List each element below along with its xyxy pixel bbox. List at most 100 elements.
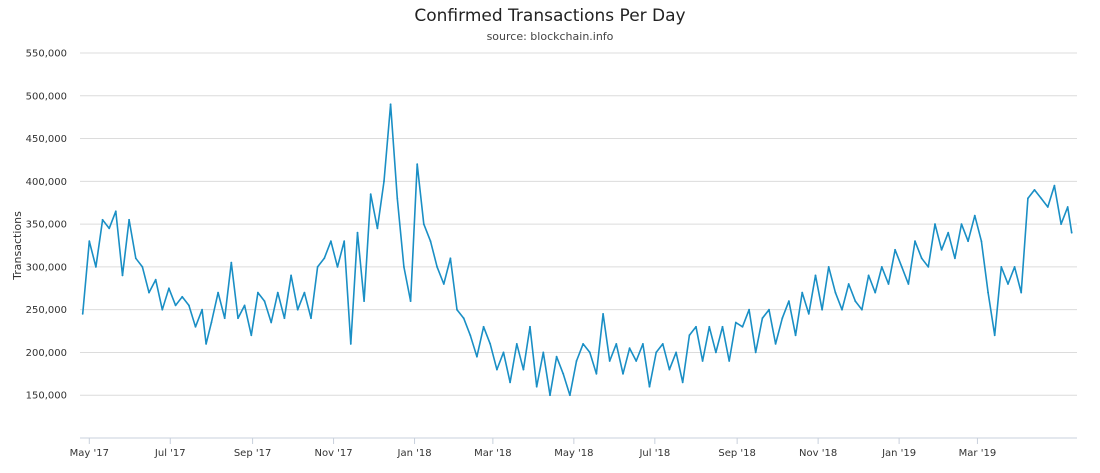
data-point xyxy=(987,291,989,294)
y-tick-label: 400,000 xyxy=(26,177,67,188)
data-point xyxy=(681,381,684,384)
y-tick-label: 150,000 xyxy=(26,391,67,402)
data-point xyxy=(721,325,724,328)
data-point xyxy=(383,180,385,183)
y-tick-label: 300,000 xyxy=(26,262,67,273)
data-point xyxy=(250,334,253,337)
data-point xyxy=(788,300,790,302)
data-point xyxy=(343,240,346,243)
data-point xyxy=(867,274,870,277)
y-tick-label: 450,000 xyxy=(26,134,67,145)
data-point xyxy=(655,351,658,354)
data-point xyxy=(81,313,84,315)
data-point xyxy=(188,304,190,307)
data-point xyxy=(134,257,137,260)
data-point xyxy=(243,304,246,307)
data-point xyxy=(642,343,644,345)
data-point xyxy=(174,304,177,307)
x-tick-label: Jan '18 xyxy=(397,448,432,459)
data-point xyxy=(469,334,472,337)
data-point xyxy=(861,308,863,311)
y-axis-ticks: 150,000 200,000 250,000 300,000 350,000 400,0… xyxy=(26,49,67,402)
data-point xyxy=(734,321,737,324)
data-point xyxy=(807,313,810,315)
data-point xyxy=(595,372,598,375)
data-point xyxy=(363,300,365,302)
data-point xyxy=(980,240,983,243)
data-point xyxy=(429,240,432,243)
data-point xyxy=(263,300,266,302)
data-point xyxy=(369,193,372,196)
data-point xyxy=(276,291,279,294)
data-point xyxy=(456,308,458,311)
data-point xyxy=(827,266,830,268)
x-tick-label: Jan '19 xyxy=(881,448,916,459)
data-point xyxy=(934,223,936,226)
data-point xyxy=(1066,206,1069,208)
data-point xyxy=(920,257,923,260)
data-point xyxy=(940,248,943,251)
data-point xyxy=(489,343,492,345)
series-line xyxy=(81,103,1073,396)
data-point xyxy=(270,321,273,324)
data-point xyxy=(1060,223,1062,226)
data-point xyxy=(967,240,969,243)
y-tick-label: 500,000 xyxy=(26,91,67,102)
data-point xyxy=(894,248,896,251)
data-point xyxy=(555,355,558,358)
data-point xyxy=(181,295,184,298)
data-point xyxy=(1027,197,1029,200)
data-point xyxy=(210,321,213,324)
data-point xyxy=(907,283,910,285)
data-point xyxy=(927,266,930,268)
data-point xyxy=(675,351,677,354)
data-point xyxy=(748,308,750,311)
data-point xyxy=(296,308,299,311)
x-axis-ticks: May '17 Jul '17 Sep '17 Nov '17 Jan '18 Mar '… xyxy=(70,438,997,459)
data-point xyxy=(205,343,208,345)
data-point xyxy=(303,291,306,294)
data-point xyxy=(1070,231,1073,234)
x-tick-label: Sep '18 xyxy=(718,448,756,459)
data-point xyxy=(794,334,797,337)
x-tick-label: Nov '17 xyxy=(314,448,352,459)
data-point xyxy=(310,317,312,320)
data-point xyxy=(128,218,131,221)
data-point xyxy=(1020,291,1023,294)
data-point xyxy=(781,317,784,320)
data-point xyxy=(602,313,604,315)
data-point xyxy=(688,334,691,337)
x-tick-label: Mar '19 xyxy=(959,448,997,459)
data-point xyxy=(695,325,697,328)
data-point xyxy=(854,300,857,302)
data-point xyxy=(217,291,220,294)
data-point xyxy=(422,223,425,226)
data-point xyxy=(101,218,104,221)
data-point xyxy=(194,325,197,328)
data-point xyxy=(502,351,505,354)
data-point xyxy=(161,308,164,311)
data-point xyxy=(841,308,843,311)
data-point xyxy=(449,257,452,260)
data-point xyxy=(336,266,339,268)
data-point xyxy=(887,283,890,285)
data-point xyxy=(88,240,91,243)
data-point xyxy=(668,368,671,371)
data-point xyxy=(409,300,412,302)
data-point xyxy=(1046,206,1049,208)
x-tick-label: Mar '18 xyxy=(474,448,512,459)
data-point xyxy=(847,283,850,285)
data-point xyxy=(223,317,226,320)
x-tick-label: Jul '18 xyxy=(638,448,670,459)
data-point xyxy=(496,368,498,371)
data-point xyxy=(114,210,117,213)
data-point xyxy=(403,266,405,268)
data-point xyxy=(529,325,531,328)
data-point xyxy=(562,372,565,375)
data-point xyxy=(168,287,170,290)
data-point xyxy=(1040,197,1043,200)
data-point xyxy=(801,291,804,294)
data-point xyxy=(635,360,638,362)
data-point xyxy=(95,266,97,268)
